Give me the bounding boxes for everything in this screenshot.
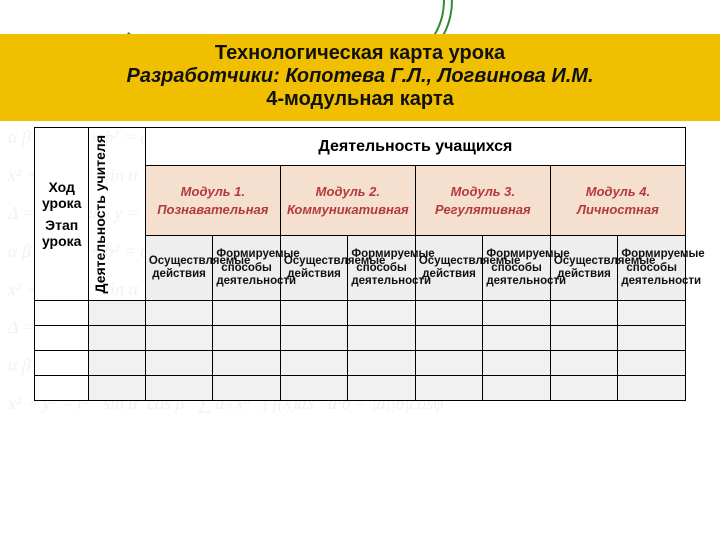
module-1-header: Модуль 1. Познавательная xyxy=(145,166,280,236)
title-line-1: Технологическая карта урока xyxy=(10,42,710,65)
module-4-title: Модуль 4. xyxy=(555,183,681,201)
col-header-students-activity: Деятельность учащихся xyxy=(145,128,685,166)
col-header-teacher-activity: Деятельность учителя xyxy=(89,128,145,301)
module-1-title: Модуль 1. xyxy=(150,183,276,201)
row-header-lesson-flow: Ход урока Этап урока xyxy=(35,128,89,301)
module-2-title: Модуль 2. xyxy=(285,183,411,201)
subheader-actions: Осуществляемые действия xyxy=(280,236,348,301)
module-2-subtitle: Коммуникативная xyxy=(285,201,411,219)
module-3-title: Модуль 3. xyxy=(420,183,546,201)
subheader-actions: Осуществляемые действия xyxy=(145,236,213,301)
title-band: Технологическая карта урока Разработчики… xyxy=(0,34,720,121)
teacher-activity-label: Деятельность учителя xyxy=(90,129,111,299)
module-1-subtitle: Познавательная xyxy=(150,201,276,219)
subheader-methods: Формируемые способы деятельности xyxy=(348,236,416,301)
table-row xyxy=(35,351,686,376)
title-line-3: 4-модульная карта xyxy=(10,88,710,111)
module-4-subtitle: Личностная xyxy=(555,201,681,219)
subheader-methods: Формируемые способы деятельности xyxy=(618,236,686,301)
table-row xyxy=(35,326,686,351)
subheader-actions: Осуществляемые действия xyxy=(415,236,483,301)
row-header-bottom: Этап урока xyxy=(37,217,86,249)
row-header-top: Ход урока xyxy=(37,179,86,211)
module-2-header: Модуль 2. Коммуникативная xyxy=(280,166,415,236)
module-3-header: Модуль 3. Регулятивная xyxy=(415,166,550,236)
subheader-methods: Формируемые способы деятельности xyxy=(483,236,551,301)
module-3-subtitle: Регулятивная xyxy=(420,201,546,219)
lesson-map-table: Ход урока Этап урока Деятельность учител… xyxy=(34,127,686,401)
table-row xyxy=(35,376,686,401)
table-row xyxy=(35,301,686,326)
title-line-2: Разработчики: Копотева Г.Л., Логвинова И… xyxy=(10,65,710,88)
subheader-methods: Формируемые способы деятельности xyxy=(213,236,281,301)
subheader-actions: Осуществляемые действия xyxy=(550,236,618,301)
module-4-header: Модуль 4. Личностная xyxy=(550,166,685,236)
